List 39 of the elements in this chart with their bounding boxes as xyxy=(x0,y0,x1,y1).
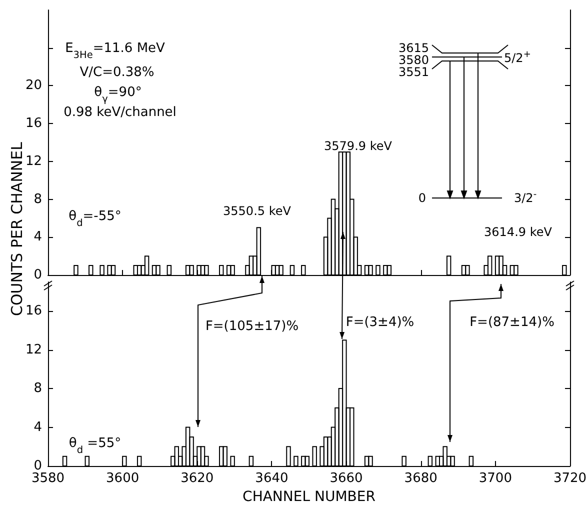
y-tick-label: 20 xyxy=(25,78,42,94)
y-tick-label: 4 xyxy=(34,420,42,435)
annotation: 0.98 keV/channel xyxy=(64,105,176,120)
annotation: θ$_{γ}$=90° xyxy=(94,85,142,104)
annotation: F=(105±17)% xyxy=(205,319,299,334)
x-tick-label: 3620 xyxy=(180,471,214,486)
y-tick-label: 12 xyxy=(25,342,42,358)
x-tick-label: 3680 xyxy=(404,471,438,486)
annotation: F=(87±14)% xyxy=(470,315,554,330)
x-tick-label: 3660 xyxy=(330,471,363,486)
y-tick-label: 8 xyxy=(34,381,42,396)
y-tick-label: 8 xyxy=(34,192,42,207)
annotation: 3579.9 keV xyxy=(324,139,393,153)
y-tick-label: 0 xyxy=(34,268,42,282)
annotation: 3615 xyxy=(398,41,429,55)
annotation: E$_{3He}$=11.6 MeV xyxy=(65,41,166,60)
y-axis-title: COUNTS PER CHANNEL xyxy=(8,141,26,316)
annotation: F=(3±4)% xyxy=(346,315,414,330)
x-tick-label: 3700 xyxy=(478,471,512,486)
annotation: θ$_{d}$=-55° xyxy=(68,209,122,228)
annotation: 3551 xyxy=(398,65,429,79)
annotation: 3550.5 keV xyxy=(223,204,292,218)
y-tick-label: 4 xyxy=(34,230,42,245)
y-tick-label: 12 xyxy=(25,154,42,169)
annotation: 3614.9 keV xyxy=(484,225,553,239)
x-tick-label: 3720 xyxy=(553,471,587,486)
x-tick-label: 3640 xyxy=(255,471,288,486)
annotation: 0 xyxy=(418,191,426,205)
x-tick-label: 3600 xyxy=(106,471,140,486)
annotation: 5/2$^{+}$ xyxy=(504,50,531,65)
annotation: V/C=0.38% xyxy=(80,65,154,80)
annotation: 3580 xyxy=(398,53,429,67)
annotation: θ$_{d}$ =55° xyxy=(68,436,122,456)
y-tick-label: 16 xyxy=(25,304,42,319)
y-tick-label: 16 xyxy=(25,116,42,132)
annotation: 3/2$^{-}$ xyxy=(514,190,537,205)
y-tick-label: 0 xyxy=(34,458,42,474)
x-tick-label: 3580 xyxy=(31,471,65,486)
x-axis-title: CHANNEL NUMBER xyxy=(242,488,376,505)
